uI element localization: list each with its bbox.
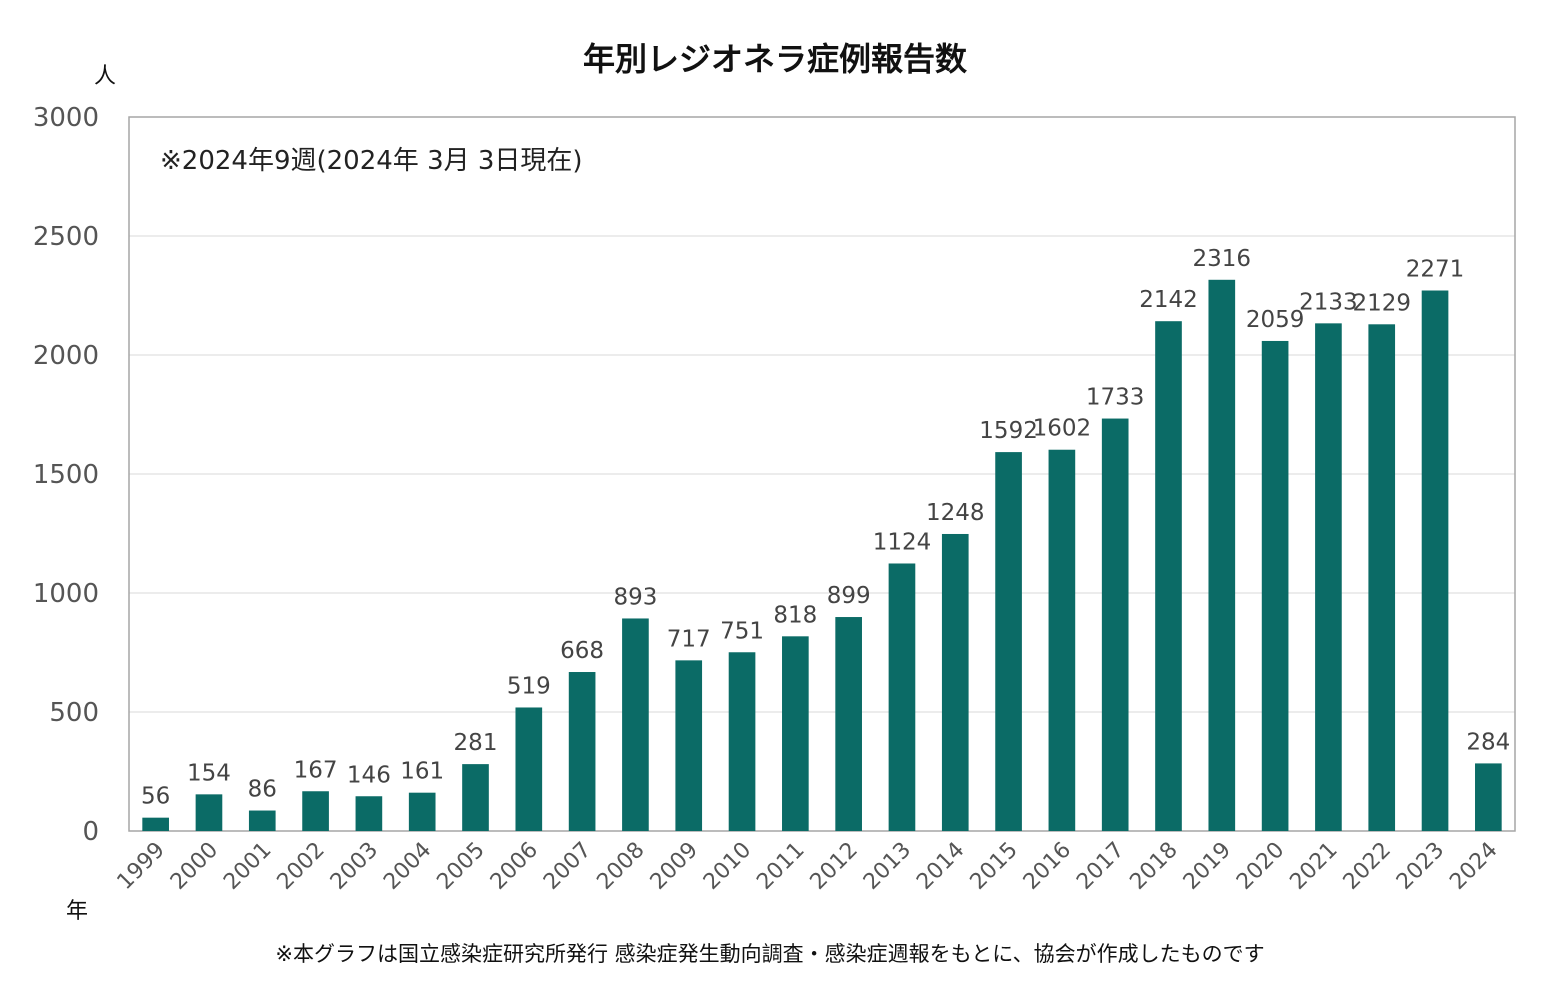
bar (1315, 323, 1342, 831)
x-tick-label: 2022 (1339, 838, 1396, 895)
y-tick-label: 500 (49, 698, 99, 728)
bar (622, 618, 649, 831)
x-tick-label: 2006 (486, 838, 543, 895)
bar (195, 794, 223, 831)
bar (1048, 449, 1076, 831)
y-axis-unit-label: 人 (94, 64, 117, 89)
y-tick-label: 0 (82, 817, 99, 847)
y-tick-label: 1500 (33, 460, 99, 490)
x-tick-label: 2018 (1125, 838, 1182, 895)
plot-area-frame (128, 116, 1516, 832)
bar (888, 563, 916, 831)
bar (568, 672, 596, 831)
data-label: 146 (347, 762, 391, 788)
data-label: 519 (507, 673, 551, 699)
bar (728, 652, 756, 831)
data-label: 1733 (1086, 385, 1145, 411)
data-label: 167 (294, 757, 338, 783)
data-label: 2316 (1193, 246, 1252, 272)
x-tick-label: 2000 (166, 838, 223, 895)
data-label: 2059 (1246, 307, 1305, 333)
data-label: 2271 (1406, 257, 1465, 283)
data-label: 2129 (1352, 290, 1411, 316)
y-tick-label: 2500 (33, 222, 99, 252)
data-label: 154 (187, 760, 231, 786)
bar (355, 796, 383, 831)
x-tick-label: 2014 (912, 838, 969, 895)
x-tick-label: 2017 (1072, 838, 1129, 895)
x-tick-label: 2020 (1232, 838, 1289, 895)
x-tick-label: 2003 (326, 838, 383, 895)
data-label: 161 (400, 759, 444, 785)
bar (142, 817, 169, 831)
data-label: 2133 (1299, 289, 1358, 315)
bar (1208, 279, 1236, 831)
data-label: 818 (773, 602, 817, 628)
x-tick-label: 2007 (539, 838, 596, 895)
bar (408, 792, 436, 831)
data-label: 893 (613, 584, 657, 610)
data-label: 56 (141, 784, 170, 810)
bar (515, 707, 543, 831)
bar (995, 452, 1022, 831)
y-tick-label: 2000 (33, 341, 99, 371)
bar (1368, 324, 1396, 831)
x-tick-label: 2004 (379, 838, 436, 895)
bar (302, 791, 329, 831)
data-label: 86 (248, 777, 277, 803)
x-tick-label: 2013 (859, 838, 916, 895)
x-tick-label: 2016 (1019, 838, 1076, 895)
bar (1155, 321, 1182, 831)
x-tick-label: 2010 (699, 838, 756, 895)
source-footnote: ※本グラフは国立感染症研究所発行 感染症発生動向調査・感染症週報をもとに、協会が… (275, 942, 1265, 966)
bar (941, 533, 969, 831)
data-label: 284 (1466, 729, 1510, 755)
x-tick-label: 2009 (646, 838, 703, 895)
bar (782, 636, 809, 831)
x-tick-label: 2015 (966, 838, 1023, 895)
bar (248, 810, 276, 831)
x-tick-label: 1999 (113, 838, 170, 895)
data-date-note: ※2024年9週(2024年 3月 3日現在) (160, 146, 583, 176)
data-label: 899 (827, 583, 871, 609)
x-tick-label: 2021 (1285, 838, 1342, 895)
y-tick-label: 3000 (33, 103, 99, 133)
data-label: 1248 (926, 500, 985, 526)
x-tick-label: 2001 (219, 838, 276, 895)
x-tick-label: 2012 (806, 838, 863, 895)
data-label: 2142 (1139, 287, 1198, 313)
chart-title: 年別レジオネラ症例報告数 (582, 40, 967, 78)
data-label: 281 (454, 730, 498, 756)
x-tick-label: 2024 (1445, 838, 1502, 895)
data-label: 1602 (1033, 416, 1092, 442)
data-label: 751 (720, 618, 764, 644)
bar (675, 660, 703, 831)
bar (835, 617, 862, 831)
x-tick-label: 2005 (432, 838, 489, 895)
x-tick-label: 2019 (1179, 838, 1236, 895)
bar (1101, 418, 1129, 831)
x-tick-label: 2011 (752, 838, 809, 895)
data-label: 717 (667, 626, 711, 652)
x-tick-label: 2008 (592, 838, 649, 895)
data-label: 1592 (979, 418, 1038, 444)
bar (1475, 763, 1502, 831)
data-label: 1124 (873, 529, 932, 555)
x-tick-label: 2023 (1392, 838, 1449, 895)
bar (1421, 290, 1449, 831)
bar (1261, 340, 1289, 831)
data-label: 668 (560, 638, 604, 664)
y-tick-label: 1000 (33, 579, 99, 609)
bar (462, 764, 489, 831)
x-axis-unit-label: 年 (66, 899, 89, 924)
x-tick-label: 2002 (273, 838, 330, 895)
